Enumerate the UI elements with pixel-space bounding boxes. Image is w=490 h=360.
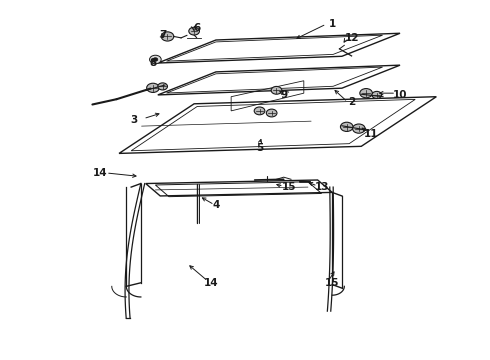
Text: 8: 8: [149, 58, 157, 68]
Text: 13: 13: [315, 182, 330, 192]
Text: 12: 12: [344, 33, 359, 43]
Text: 2: 2: [348, 97, 355, 107]
Circle shape: [360, 89, 372, 98]
Circle shape: [341, 122, 353, 131]
Circle shape: [149, 55, 161, 64]
Circle shape: [158, 83, 168, 90]
Circle shape: [189, 27, 199, 35]
Text: 4: 4: [212, 200, 220, 210]
Circle shape: [271, 86, 282, 94]
Text: 5: 5: [256, 143, 263, 153]
Circle shape: [153, 58, 158, 61]
Circle shape: [161, 32, 174, 41]
Text: 7: 7: [159, 30, 166, 40]
Text: 15: 15: [325, 278, 340, 288]
Circle shape: [267, 109, 277, 117]
Text: 15: 15: [281, 182, 296, 192]
Text: 3: 3: [130, 115, 137, 125]
Circle shape: [352, 124, 365, 133]
Circle shape: [372, 91, 382, 99]
Text: 9: 9: [280, 90, 287, 100]
Text: 14: 14: [92, 168, 107, 178]
Text: 10: 10: [393, 90, 407, 100]
Text: 11: 11: [364, 129, 378, 139]
Circle shape: [254, 107, 265, 115]
Text: 1: 1: [329, 19, 336, 29]
Text: 14: 14: [204, 278, 219, 288]
Circle shape: [147, 83, 159, 93]
Text: 6: 6: [193, 23, 200, 33]
